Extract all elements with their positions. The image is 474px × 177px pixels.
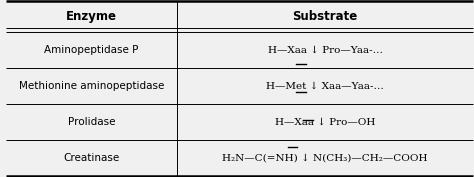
Text: Substrate: Substrate	[292, 10, 358, 23]
Text: Prolidase: Prolidase	[68, 117, 115, 127]
Text: H—Met ↓ Xaa—Yaa-…: H—Met ↓ Xaa—Yaa-…	[266, 81, 384, 90]
Text: Aminopeptidase P: Aminopeptidase P	[45, 45, 139, 55]
Text: H—Xaa ↓ Pro—OH: H—Xaa ↓ Pro—OH	[275, 117, 375, 126]
Text: H—Xaa ↓ Pro—Yaa-…: H—Xaa ↓ Pro—Yaa-…	[267, 45, 383, 54]
Text: Enzyme: Enzyme	[66, 10, 117, 23]
Text: Methionine aminopeptidase: Methionine aminopeptidase	[19, 81, 164, 91]
Text: H₂N—C(=NH) ↓ N(CH₃)—CH₂—COOH: H₂N—C(=NH) ↓ N(CH₃)—CH₂—COOH	[222, 153, 428, 162]
Text: Creatinase: Creatinase	[64, 153, 120, 163]
